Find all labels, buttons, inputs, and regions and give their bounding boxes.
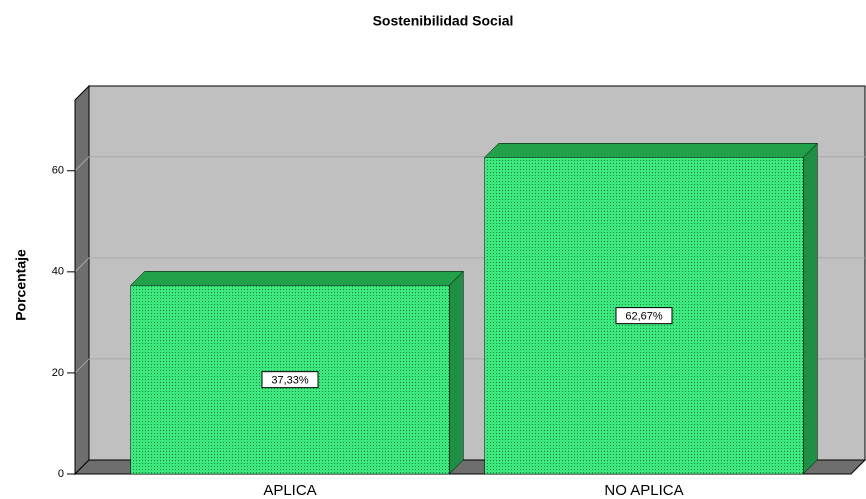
value-label-box (261, 371, 319, 389)
x-tick-label: NO APLICA (604, 482, 683, 499)
y-tick-label: 60 (52, 165, 64, 177)
grid-line (74, 257, 90, 273)
value-label: 37,33% (271, 375, 309, 387)
value-label: 62,67% (625, 311, 663, 323)
y-tick-label: 0 (58, 468, 64, 480)
value-label-box (615, 307, 673, 325)
y-tick-label: 20 (52, 367, 64, 379)
bar-top (484, 143, 818, 158)
grid-line (74, 156, 90, 172)
y-tick-label: 40 (52, 266, 64, 278)
side-wall (74, 84, 90, 476)
grid-line (74, 358, 90, 374)
x-tick-label: APLICA (263, 482, 316, 499)
y-axis-label: Porcentaje (13, 249, 29, 321)
chart-title: Sostenibilidad Social (373, 13, 514, 29)
bar-side (803, 142, 818, 475)
bar-side (449, 270, 464, 475)
bar-top (130, 271, 464, 286)
